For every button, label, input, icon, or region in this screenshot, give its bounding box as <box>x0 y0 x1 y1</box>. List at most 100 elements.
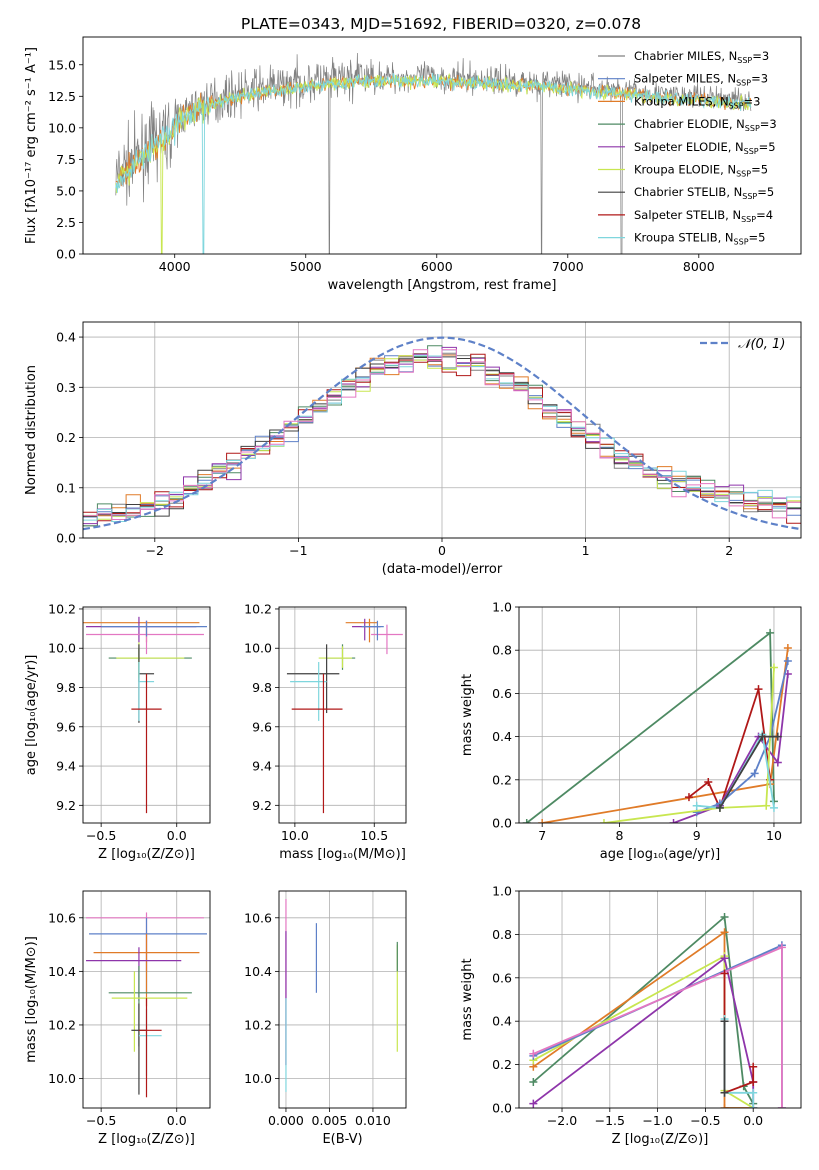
y-tick-label: 9.4 <box>252 759 272 774</box>
y-tick-label: 0.8 <box>492 643 512 658</box>
x-tick-label: 0.005 <box>312 1113 348 1128</box>
plot-area <box>83 616 207 814</box>
series <box>529 952 758 1108</box>
legend-value: =5 <box>757 185 774 199</box>
series-marker <box>754 685 763 694</box>
x-tick-label: −1.0 <box>642 1113 672 1128</box>
series-line <box>532 954 754 1108</box>
x-tick-label: 2 <box>725 543 733 558</box>
data-point <box>286 644 340 714</box>
series-marker <box>692 801 701 810</box>
y-tick-label: 7.5 <box>56 152 76 167</box>
x-tick-label: 10 <box>766 828 782 843</box>
data-point <box>318 646 353 668</box>
y-tick-label: 10.2 <box>48 1017 76 1032</box>
data-point <box>361 620 384 641</box>
series-marker <box>758 732 767 741</box>
axes-frame <box>82 606 211 824</box>
error-bars <box>286 618 403 814</box>
y-axis-label: mass [log₁₀(M/M⊙)] <box>24 936 39 1063</box>
series-marker <box>749 1077 758 1086</box>
series-line <box>542 647 789 823</box>
error-bars <box>285 899 398 1092</box>
x-tick-label: 5000 <box>290 259 322 274</box>
y-tick-label: 0.6 <box>492 970 512 985</box>
series-line <box>532 915 754 1105</box>
x-axis-label: E(B-V) <box>322 1132 362 1147</box>
axes-frame <box>82 890 211 1109</box>
series-marker <box>720 913 729 922</box>
axes-frame <box>278 890 407 1109</box>
series-line <box>723 973 755 1095</box>
x-axis-label: Z [log₁₀(Z/Z⊙)] <box>98 1132 195 1147</box>
y-axis-label: mass weight <box>460 674 475 756</box>
x-tick-label: 7 <box>538 828 546 843</box>
series-marker <box>669 819 678 823</box>
x-axis-label: (data-model)/error <box>382 562 503 577</box>
plot-area <box>83 336 801 531</box>
y-tick-label: 9.2 <box>252 798 272 813</box>
axes-frame <box>518 606 802 824</box>
legend-entry: Salpeter MILES, NSSP=3 <box>634 72 768 88</box>
legend-value: =5 <box>759 140 776 154</box>
legend-entry: Kroupa ELODIE, NSSP=5 <box>634 163 768 179</box>
data-point <box>116 642 185 678</box>
x-tick-label: 0.0 <box>167 828 187 843</box>
legend: 𝒩(0, 1) <box>700 337 785 352</box>
plot-area <box>285 899 398 1092</box>
y-tick-label: 9.2 <box>56 798 76 813</box>
histograms <box>83 336 801 531</box>
y-tick-label: 9.4 <box>56 759 76 774</box>
y-tick-label: 0.3 <box>56 380 76 395</box>
y-axis-label: Normed distribution <box>24 365 39 495</box>
y-tick-label: 0.4 <box>492 729 512 744</box>
y-tick-label: 10.4 <box>48 964 76 979</box>
y-tick-label: 10.2 <box>48 601 76 616</box>
plot-area <box>529 913 786 1108</box>
series-marker <box>769 803 778 812</box>
legend-entry: Kroupa STELIB, NSSP=5 <box>634 231 765 247</box>
y-tick-label: 10.2 <box>244 1017 272 1032</box>
plot-area <box>286 618 403 814</box>
legend-value: =3 <box>752 49 769 63</box>
axes-frame <box>518 890 802 1109</box>
y-tick-label: 12.5 <box>48 89 76 104</box>
legend-value: =5 <box>751 163 768 177</box>
legend-value: =5 <box>749 231 766 245</box>
legend-entry: 𝒩(0, 1) <box>738 337 785 352</box>
mass-weight-lines <box>529 913 786 1108</box>
legend-entry: Chabrier STELIB, NSSP=5 <box>634 185 774 201</box>
panel-mass-weight-vs-age: 7 8 9 10 0.0 0.2 0.4 0.6 0.8 1.0 age [log₁₀(age/yr… <box>460 600 802 862</box>
series-marker <box>749 1088 758 1097</box>
y-tick-label: 0.2 <box>492 772 512 787</box>
y-tick-label: 10.4 <box>244 964 272 979</box>
y-tick-label: 1.0 <box>492 600 512 615</box>
series-marker <box>720 1104 729 1108</box>
series-marker <box>704 777 713 786</box>
legend-subscript: SSP <box>741 215 756 224</box>
data-point <box>86 620 204 655</box>
data-point <box>111 971 188 1052</box>
series-marker <box>720 928 729 937</box>
series-marker <box>783 657 792 665</box>
series-marker <box>749 1062 758 1071</box>
panel-mass-weight-vs-Z: −2.0 −1.5 −1.0 −0.5 0.0 0.0 0.2 0.4 0.6 0.8 1.0 Z [… <box>460 884 802 1147</box>
legend-subscript: SSP <box>742 192 757 201</box>
x-tick-label: 10.0 <box>281 828 309 843</box>
y-tick-label: 10.2 <box>244 601 272 616</box>
y-tick-label: 0.1 <box>56 480 76 495</box>
legend-subscript: SSP <box>734 238 749 247</box>
panel-mass-vs-Z: −0.5 0.0 10.0 10.2 10.4 10.6 Z [log₁₀(Z/Z⊙)] ma… <box>24 890 211 1147</box>
x-axis-label: wavelength [Angstrom, rest frame] <box>328 278 557 293</box>
data-point <box>89 917 207 993</box>
series-marker <box>777 943 786 952</box>
data-point <box>101 620 207 637</box>
legend-subscript: SSP <box>737 56 752 65</box>
legend-subscript: SSP <box>729 101 744 110</box>
x-axis-label: age [log₁₀(age/yr)] <box>600 847 721 862</box>
series-marker <box>769 663 778 672</box>
x-tick-label: −1.5 <box>595 1113 625 1128</box>
x-tick-label: 0.000 <box>268 1113 304 1128</box>
series-marker <box>766 628 775 637</box>
